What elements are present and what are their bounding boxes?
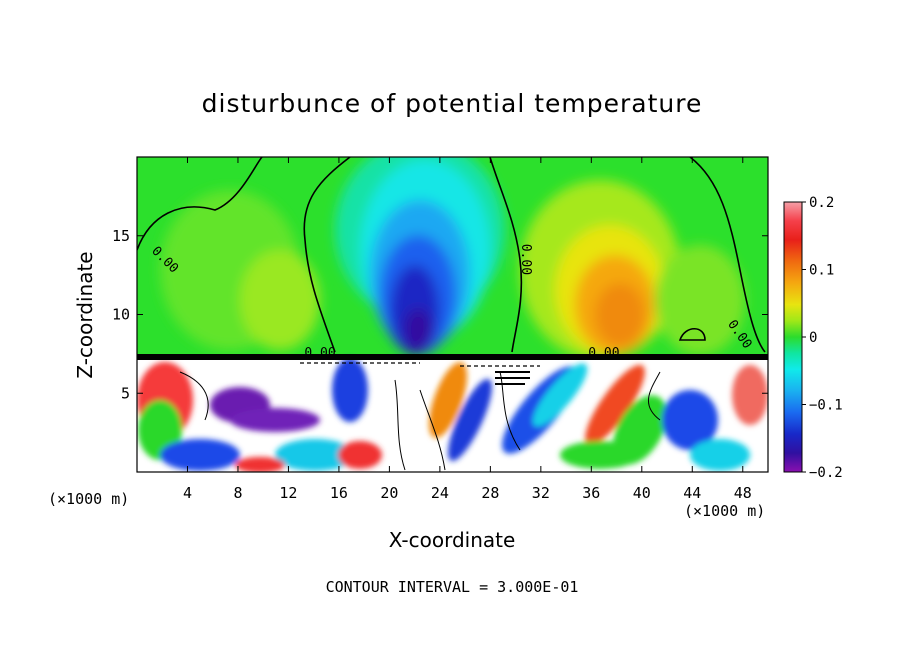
blob-coldest-core	[404, 308, 432, 352]
lower-contour-5	[648, 371, 661, 421]
blob-low-blue-2	[332, 358, 368, 422]
x-tick-label: 28	[481, 484, 499, 502]
x-tick-label: 44	[683, 484, 701, 502]
contour-interval-note: CONTOUR INTERVAL = 3.000E-01	[326, 578, 579, 596]
blob-low-cyan-1	[275, 439, 355, 471]
contour-label: 0.00	[304, 346, 335, 361]
x-tick-label: 40	[633, 484, 651, 502]
colorbar-tick-label: 0.1	[809, 263, 834, 279]
colorbar-tick-label: −0.1	[809, 398, 843, 414]
lower-contour-4	[179, 371, 209, 421]
blob-low-red-4	[732, 365, 768, 425]
contour-left	[137, 157, 263, 251]
x-unit-label-left: (×1000 m)	[48, 490, 129, 508]
heatmap-field: 0.00 0.000.000.00 0.00	[137, 157, 768, 472]
y-axis-ticks: 5 10 15	[112, 227, 768, 402]
x-axis-title: X-coordinate	[389, 528, 516, 552]
x-unit-label-right: (×1000 m)	[684, 502, 765, 520]
blob-low-blue-3	[448, 378, 492, 462]
lower-contour-1	[394, 379, 406, 471]
blob-low-green-3	[560, 441, 640, 469]
x-tick-label: 32	[532, 484, 550, 502]
y-tick-label: 15	[112, 227, 130, 245]
colorbar-ticks: 0.2 0.1 0 −0.1 −0.2	[802, 195, 843, 481]
inversion-band	[137, 354, 768, 360]
x-tick-label: 16	[330, 484, 348, 502]
x-tick-label: 12	[279, 484, 297, 502]
blob-low-purple-2	[230, 408, 320, 432]
blob-low-red-3	[585, 364, 645, 446]
x-tick-label: 24	[431, 484, 449, 502]
colorbar-tick-label: 0.2	[809, 195, 834, 211]
colorbar	[783, 201, 803, 473]
x-tick-label: 4	[183, 484, 192, 502]
x-tick-label: 36	[582, 484, 600, 502]
blob-warm-left-core	[240, 250, 320, 350]
y-tick-label: 10	[112, 306, 130, 324]
y-axis-title: Z-coordinate	[73, 251, 97, 378]
field-lower-blobs	[137, 358, 768, 472]
contour-label: 0.00	[518, 244, 533, 275]
chart-title: disturbunce of potential temperature	[202, 89, 703, 118]
lower-contour-2	[419, 389, 446, 471]
colorbar-tick-label: −0.2	[809, 465, 843, 481]
x-axis-ticks: 4 8 12 16 20 24 28 32 36 40 44 48	[183, 157, 752, 502]
x-tick-label: 20	[380, 484, 398, 502]
blob-low-blue-5	[662, 390, 718, 450]
x-tick-label: 8	[233, 484, 242, 502]
blob-low-cyan-2	[532, 363, 588, 427]
blob-low-red-5	[235, 457, 285, 472]
contour-label: 0.00	[588, 346, 619, 361]
blob-low-cyan-3	[690, 439, 750, 471]
blob-low-blue-1	[160, 439, 240, 471]
x-tick-label: 48	[734, 484, 752, 502]
blob-warm-right-core	[595, 283, 645, 347]
contour-cool-right	[489, 157, 523, 353]
contour-cool-left	[303, 157, 351, 353]
colorbar-tick-label: 0	[809, 330, 817, 346]
field-upper-blobs	[160, 157, 745, 360]
zero-contours	[137, 157, 766, 353]
y-tick-label: 5	[121, 384, 130, 402]
contour-small-loop	[678, 327, 706, 341]
inversion-dashes	[300, 362, 540, 385]
blob-low-red-2	[338, 441, 382, 469]
blob-low-orange-1	[429, 362, 467, 438]
contour-right	[689, 157, 766, 353]
blob-warm-far-right	[655, 245, 745, 355]
